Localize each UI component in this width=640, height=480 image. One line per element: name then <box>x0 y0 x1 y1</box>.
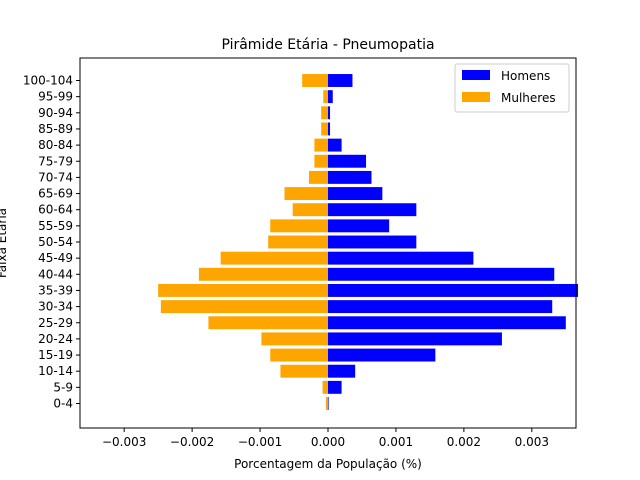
y-tick-label: 95-99 <box>38 90 73 104</box>
legend-label-mulheres: Mulheres <box>501 91 556 105</box>
bar-mulheres-70-74 <box>308 170 328 184</box>
bar-homens-80-84 <box>328 138 342 152</box>
bar-mulheres-85-89 <box>321 122 328 136</box>
bar-mulheres-90-94 <box>321 106 328 120</box>
x-tick-label: 0.001 <box>379 435 413 449</box>
y-tick-label: 25-29 <box>38 316 73 330</box>
bar-mulheres-30-34 <box>160 300 328 314</box>
x-tick-label: 0.002 <box>447 435 481 449</box>
y-tick-label: 40-44 <box>38 267 73 281</box>
x-tick-label: −0.002 <box>170 435 214 449</box>
bar-mulheres-40-44 <box>198 267 328 281</box>
y-tick-label: 30-34 <box>38 300 73 314</box>
bars-layer <box>158 74 579 410</box>
y-axis-label: Faixa Etária <box>0 208 9 278</box>
bar-homens-100-104 <box>328 74 353 87</box>
y-tick-label: 20-24 <box>38 332 73 346</box>
bar-homens-70-74 <box>328 170 372 184</box>
y-tick-label: 100-104 <box>23 74 73 88</box>
y-tick-label: 0-4 <box>53 397 73 411</box>
bar-mulheres-35-39 <box>158 283 328 297</box>
x-tick-label: 0.003 <box>515 435 549 449</box>
y-tick-label: 35-39 <box>38 283 73 297</box>
y-tick-label: 55-59 <box>38 219 73 233</box>
bar-mulheres-25-29 <box>208 316 328 330</box>
y-tick-label: 85-89 <box>38 122 73 136</box>
plot-frame <box>79 57 577 429</box>
bar-homens-25-29 <box>328 316 566 330</box>
legend-swatch-homens <box>462 70 490 80</box>
y-tick-label: 80-84 <box>38 138 73 152</box>
bar-homens-10-14 <box>328 364 356 378</box>
y-axis-ticks: 0-4 5-9 10-14 15-19 20-24 25-29 30-34 35-39 40-4… <box>23 74 80 411</box>
x-tick-label: −0.003 <box>102 435 146 449</box>
bar-homens-50-54 <box>328 235 417 249</box>
bar-homens-35-39 <box>328 283 579 297</box>
bar-homens-60-64 <box>328 203 417 217</box>
y-tick-label: 10-14 <box>38 364 73 378</box>
bar-mulheres-10-14 <box>280 364 328 378</box>
legend: Homens Mulheres <box>454 63 570 113</box>
x-tick-label: 0.000 <box>311 435 345 449</box>
chart-title: Pirâmide Etária - Pneumopatia <box>221 37 434 53</box>
x-axis-ticks: −0.003 −0.002 −0.001 0.000 0.001 0.002 0.003 <box>102 428 549 449</box>
bar-homens-85-89 <box>328 122 331 136</box>
bar-mulheres-15-19 <box>270 348 328 362</box>
bar-mulheres-45-49 <box>220 251 328 265</box>
y-tick-label: 65-69 <box>38 187 73 201</box>
bar-mulheres-20-24 <box>261 332 328 346</box>
bar-mulheres-65-69 <box>284 187 328 201</box>
bar-homens-20-24 <box>328 332 502 346</box>
y-tick-label: 70-74 <box>38 170 73 184</box>
bar-mulheres-55-59 <box>270 219 328 233</box>
bar-homens-55-59 <box>328 219 390 233</box>
x-tick-label: −0.001 <box>238 435 282 449</box>
bar-homens-95-99 <box>328 90 333 104</box>
bar-mulheres-0-4 <box>325 397 328 410</box>
bar-mulheres-60-64 <box>292 203 328 217</box>
y-tick-label: 90-94 <box>38 106 73 120</box>
legend-label-homens: Homens <box>501 69 550 83</box>
bar-homens-65-69 <box>328 187 383 201</box>
bar-homens-45-49 <box>328 251 474 265</box>
bar-mulheres-50-54 <box>268 235 328 249</box>
bar-mulheres-75-79 <box>314 154 328 168</box>
y-tick-label: 15-19 <box>38 348 73 362</box>
bar-mulheres-80-84 <box>314 138 328 152</box>
y-tick-label: 60-64 <box>38 203 73 217</box>
bar-homens-90-94 <box>328 106 331 120</box>
legend-swatch-mulheres <box>462 92 490 102</box>
bar-mulheres-100-104 <box>302 74 328 87</box>
bar-homens-40-44 <box>328 267 555 281</box>
bar-homens-5-9 <box>328 380 342 394</box>
y-tick-label: 50-54 <box>38 235 73 249</box>
bar-mulheres-5-9 <box>322 380 328 394</box>
y-tick-label: 45-49 <box>38 251 73 265</box>
x-axis-label: Porcentagem da População (%) <box>234 457 422 471</box>
bar-homens-15-19 <box>328 348 436 362</box>
bar-homens-0-4 <box>328 397 329 410</box>
bar-homens-75-79 <box>328 154 367 168</box>
y-tick-label: 5-9 <box>53 380 73 394</box>
bar-mulheres-95-99 <box>323 90 328 104</box>
y-tick-label: 75-79 <box>38 154 73 168</box>
bar-homens-30-34 <box>328 300 553 314</box>
